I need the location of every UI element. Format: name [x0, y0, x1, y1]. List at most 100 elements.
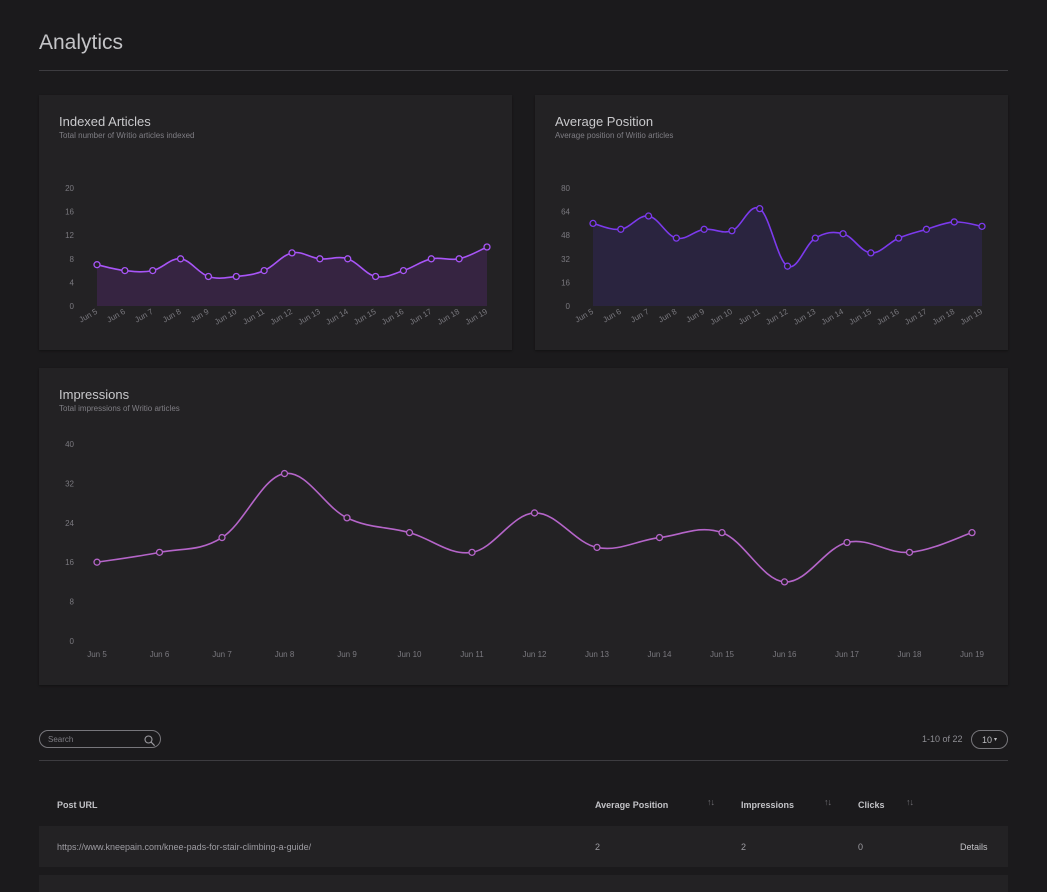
- data-point: [260, 266, 268, 275]
- data-point: [232, 272, 240, 281]
- data-point: [843, 538, 851, 547]
- data-point: [405, 528, 414, 537]
- x-tick-label: Jun 17: [835, 650, 860, 659]
- sort-icon[interactable]: ↑↓: [824, 797, 832, 807]
- sort-icon[interactable]: ↑↓: [707, 797, 715, 807]
- x-tick-label: Jun 11: [241, 307, 266, 327]
- series-line: [96, 472, 973, 583]
- x-tick-label: Jun 19: [960, 650, 985, 659]
- data-point: [399, 266, 408, 275]
- data-point: [589, 219, 597, 228]
- x-tick-label: Jun 13: [297, 307, 323, 327]
- x-tick-label: Jun 5: [87, 650, 107, 659]
- x-tick-label: Jun 6: [105, 307, 127, 325]
- x-tick-label: Jun 19: [464, 307, 490, 327]
- data-point: [894, 234, 903, 242]
- data-point: [905, 548, 914, 557]
- x-tick-label: Jun 13: [792, 307, 818, 327]
- search-input[interactable]: [48, 733, 138, 745]
- search-icon[interactable]: [144, 733, 155, 751]
- data-point: [468, 548, 476, 557]
- data-point: [93, 261, 101, 269]
- data-point: [644, 212, 653, 220]
- data-point: [617, 225, 625, 233]
- x-tick-label: Jun 15: [710, 650, 735, 659]
- x-tick-label: Jun 9: [685, 307, 707, 325]
- data-point: [371, 272, 380, 281]
- column-header-impressions[interactable]: Impressions: [741, 800, 795, 810]
- y-tick-label: 32: [65, 479, 74, 488]
- x-tick-label: Jun 16: [380, 307, 406, 327]
- search-box[interactable]: [39, 730, 161, 748]
- y-tick-label: 16: [65, 208, 74, 217]
- indexed-articles-card: Indexed Articles Total number of Writio …: [39, 95, 512, 350]
- x-tick-label: Jun 17: [408, 307, 434, 327]
- data-point: [455, 255, 463, 263]
- table-row: https://www.kneepain.com/knee-pads-for-s…: [39, 826, 1008, 867]
- page-size-select[interactable]: 10 ▾: [971, 730, 1008, 749]
- x-tick-label: Jun 16: [875, 307, 901, 327]
- x-tick-label: Jun 12: [269, 307, 295, 327]
- data-point: [783, 262, 792, 270]
- data-point: [968, 528, 976, 537]
- y-tick-label: 20: [65, 184, 74, 193]
- x-tick-label: Jun 10: [213, 307, 239, 327]
- y-tick-label: 16: [65, 558, 74, 567]
- data-point: [780, 578, 789, 586]
- data-point: [978, 222, 986, 231]
- x-tick-label: Jun 17: [903, 307, 929, 327]
- row-post-url[interactable]: https://www.kneepain.com/knee-pads-for-s…: [57, 842, 312, 852]
- y-tick-label: 24: [65, 519, 74, 528]
- data-point: [316, 255, 324, 263]
- x-tick-label: Jun 14: [324, 307, 350, 327]
- data-point: [343, 514, 351, 522]
- data-point: [149, 266, 157, 275]
- x-tick-label: Jun 7: [629, 307, 651, 325]
- x-tick-label: Jun 14: [820, 307, 846, 327]
- data-point: [155, 548, 164, 557]
- caret-down-icon: ▾: [994, 737, 998, 743]
- x-tick-label: Jun 7: [212, 650, 232, 659]
- x-tick-label: Jun 12: [522, 650, 547, 659]
- x-tick-label: Jun 9: [189, 307, 211, 325]
- data-point: [530, 509, 539, 517]
- y-tick-label: 48: [561, 231, 570, 240]
- x-tick-label: Jun 18: [436, 307, 462, 327]
- x-tick-label: Jun 11: [460, 650, 484, 659]
- table-divider: [39, 760, 1008, 761]
- x-tick-label: Jun 14: [647, 650, 672, 659]
- title-divider: [39, 70, 1008, 71]
- column-header-post-url[interactable]: Post URL: [57, 800, 98, 810]
- x-tick-label: Jun 8: [657, 307, 679, 325]
- row-impressions: 2: [741, 842, 747, 852]
- data-point: [700, 225, 708, 233]
- x-tick-label: Jun 10: [709, 307, 735, 327]
- column-header-average-position[interactable]: Average Position: [595, 800, 669, 810]
- data-point: [728, 227, 736, 235]
- average-position-title: Average Position: [555, 114, 654, 129]
- y-tick-label: 64: [561, 208, 570, 217]
- data-point: [344, 255, 352, 263]
- x-tick-label: Jun 15: [352, 307, 378, 327]
- x-tick-label: Jun 5: [574, 307, 596, 325]
- data-point: [593, 543, 601, 552]
- details-link[interactable]: Details: [960, 842, 988, 852]
- x-tick-label: Jun 19: [959, 307, 985, 327]
- y-tick-label: 4: [70, 278, 75, 287]
- data-point: [93, 558, 101, 566]
- x-tick-label: Jun 10: [397, 650, 422, 659]
- x-tick-label: Jun 18: [897, 650, 922, 659]
- impressions-title: Impressions: [59, 387, 130, 402]
- data-point: [280, 469, 289, 478]
- row-clicks: 0: [858, 842, 864, 852]
- impressions-subtitle: Total impressions of Writio articles: [59, 404, 180, 413]
- sort-icon[interactable]: ↑↓: [906, 797, 914, 807]
- data-point: [839, 230, 847, 238]
- page-size-value: 10: [981, 734, 992, 745]
- indexed-articles-chart: 0 4 8 12 16 20 Jun 5 Jun 6 Jun 7 Jun 8 Jun 9 Jun 10…: [65, 184, 491, 327]
- average-position-card: Average Position Average position of Wri…: [535, 95, 1008, 350]
- data-point: [672, 234, 681, 242]
- column-header-clicks[interactable]: Clicks: [858, 800, 885, 810]
- x-tick-label: Jun 12: [764, 307, 790, 327]
